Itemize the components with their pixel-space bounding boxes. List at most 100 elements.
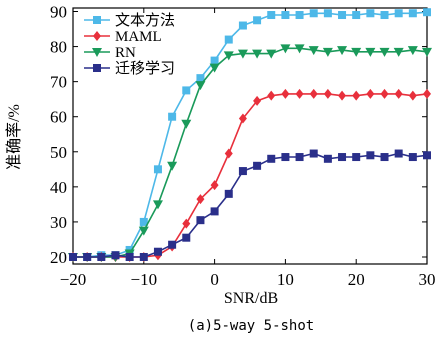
series-4-point [182,233,191,242]
series-3-point [252,49,263,59]
series-4-point [139,252,148,261]
legend-marker [93,31,101,41]
series-2-point [210,180,219,191]
y-tick-label: 90 [50,3,67,22]
series-1-point [352,11,361,20]
series-3-point [209,63,220,73]
series-4-point [168,240,177,249]
legend-marker [93,16,101,24]
series-1-point [139,217,148,226]
series-4-point [295,153,304,162]
series-3-point [294,44,305,54]
series-2-point [423,88,431,99]
series-1-point [394,9,403,18]
legend-label: 文本方法 [115,12,175,29]
series-2-point [224,148,233,159]
series-line-2 [73,93,428,258]
series-3-point [407,46,418,56]
legend-label: MAML [115,29,162,45]
series-4-point [253,161,262,170]
series-2-point [281,88,290,99]
series-1-point [338,11,347,20]
series-2-point [295,88,304,99]
series-2-point [408,90,417,101]
series-4-point [196,216,205,225]
series-3-point [181,119,192,129]
series-2-point [338,90,347,101]
series-4-point [323,154,332,163]
series-2-point [196,194,205,205]
series-3-point [138,226,149,236]
y-tick-label: 50 [50,143,67,162]
series-4-point [267,154,276,163]
series-3-point [351,47,362,57]
series-2-point [182,218,191,229]
series-2-point [323,88,332,99]
series-3-point [337,46,348,56]
x-tick-label: 20 [348,270,365,289]
series-1-point [423,8,431,17]
series-1-point [408,9,417,18]
x-axis-title: SNR/dB [224,290,278,307]
series-4-point [111,251,120,260]
series-2-point [394,88,403,99]
series-3-point [167,161,178,171]
series-4-point [380,153,389,162]
series-1-point [196,74,205,83]
series-4-point [366,151,375,160]
series-1-point [281,11,290,20]
series-4-point [394,149,403,158]
series-1-point [153,165,162,174]
legend-label: 迁移学习 [115,60,175,77]
series-2-point [267,90,276,101]
series-1-point [238,21,247,30]
series-3-point [152,200,163,210]
series-3-point [266,49,277,59]
series-1-point [168,112,177,121]
series-4-point [338,153,347,162]
y-tick-label: 40 [50,178,67,197]
y-tick-label: 30 [50,213,67,232]
x-tick-label: −10 [131,270,158,289]
series-3-point [237,49,248,59]
x-tick-label: 0 [210,270,219,289]
x-tick-label: −20 [60,270,87,289]
series-3-point [422,47,432,57]
y-axis-title: 准确率/% [5,104,23,170]
series-4-point [352,153,361,162]
series-2-point [352,90,361,101]
series-4-point [153,247,162,256]
series-3-point [365,47,376,57]
series-2-point [380,88,389,99]
y-tick-label: 60 [50,108,67,127]
series-line-4 [73,152,428,258]
figure-caption: (a)5-way 5-shot [188,318,314,334]
series-3-point [393,47,404,57]
x-tick-label: 30 [419,270,436,289]
series-3-point [195,81,206,91]
series-4-point [408,153,417,162]
series-4-point [423,151,431,160]
series-1-point [323,9,332,18]
legend-label: RN [115,45,136,61]
series-4-point [238,167,247,176]
y-tick-label: 20 [50,248,67,267]
series-1-point [366,9,375,18]
plot-area: −20 −10 0 10 20 30 20 30 40 50 60 70 80 90 文本方法MAMLRN迁… [50,3,436,289]
series-4-point [224,189,233,198]
series-1-point [267,11,276,20]
y-tick-label: 70 [50,73,67,92]
y-tick-label: 80 [50,38,67,57]
series-2-point [309,88,318,99]
series-4-point [97,252,106,261]
series-2-point [253,95,262,106]
legend-marker [93,64,101,72]
series-1-point [380,11,389,20]
series-3-point [322,47,333,57]
series-4-point [281,153,290,162]
series-2-point [238,113,247,124]
series-1-point [309,9,318,18]
series-3-point [379,47,390,57]
series-4-point [125,252,134,261]
series-1-point [210,56,219,65]
